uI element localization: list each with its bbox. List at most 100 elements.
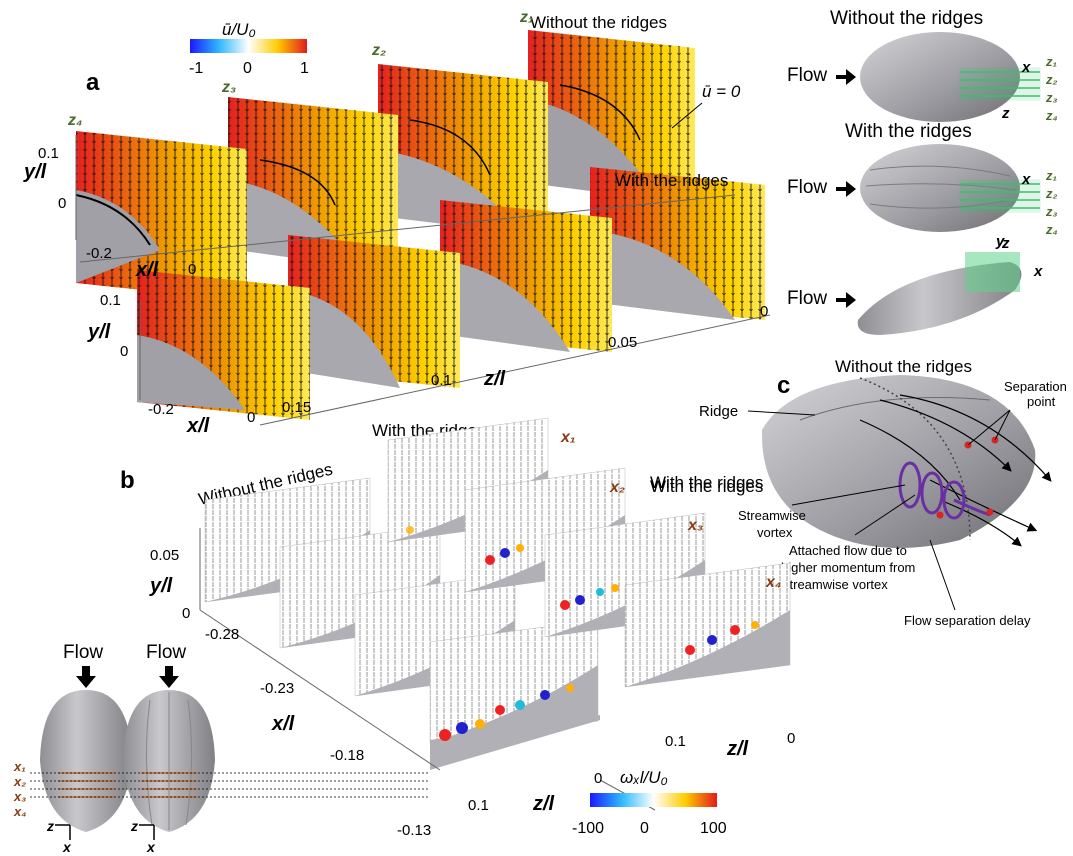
panel-b-ytick-0: 0.05 bbox=[150, 547, 179, 564]
ridge-line bbox=[799, 397, 991, 421]
schematic-flow-label-1: Flow bbox=[787, 65, 827, 86]
panel-a-ytick-top-0: 0.1 bbox=[38, 145, 59, 162]
schematic-flow-label-3: Flow bbox=[787, 288, 827, 309]
schematic-bl-x4: x₄ bbox=[13, 804, 26, 819]
flow-arrow-icon bbox=[836, 181, 856, 197]
panel-a-ytick-top-1: 0 bbox=[58, 195, 66, 212]
panel-a-slice-label-z4: z₄ bbox=[67, 112, 82, 129]
colorbar-w-tick-1: 0 bbox=[640, 820, 649, 837]
separation-point-marker bbox=[936, 511, 944, 519]
colorbar-w-tick-0: -100 bbox=[572, 820, 604, 837]
panel-b-slice-label-x4: x₄ bbox=[765, 574, 781, 591]
panel-b-right-label: With the ridges bbox=[650, 473, 763, 492]
schematic-right-title-top: Without the ridges bbox=[830, 8, 983, 29]
panel-b-xtick-0: -0.28 bbox=[205, 626, 239, 643]
schematic-z-label-1: z₁ bbox=[1045, 54, 1057, 69]
panel-c-separation-point-1: Separation bbox=[1004, 379, 1067, 394]
panel-b-zlabel-right: z/l bbox=[726, 738, 749, 760]
schematic-bl-x3: x₃ bbox=[13, 789, 26, 804]
panel-b-xtick-3: -0.13 bbox=[397, 822, 431, 839]
schematic-z-label-3b: z₃ bbox=[1045, 204, 1058, 219]
schematic-bl-flow-label-2: Flow bbox=[146, 642, 186, 663]
flow-down-arrow-icon bbox=[159, 666, 179, 688]
panel-c-separation-delay: Flow separation delay bbox=[904, 613, 1031, 628]
schematic-z-label-4b: z₄ bbox=[1045, 222, 1058, 237]
panel-b-slice-x4-bottom bbox=[430, 684, 600, 770]
panel-letter-c: c bbox=[777, 372, 790, 399]
panel-b-slice-label-x2: x₂ bbox=[609, 479, 625, 496]
panel-a-ztick-2: 0.05 bbox=[608, 334, 637, 351]
panel-a-zero-line-pointer bbox=[671, 102, 703, 129]
colorbar-u: ū/U₀ -1 0 1 bbox=[189, 20, 309, 77]
panel-a-xlabel-bottom: x/l bbox=[186, 415, 210, 437]
schematic-axis-y: y bbox=[995, 233, 1005, 250]
schematic-bl-axis-z-2: z bbox=[130, 818, 138, 834]
colorbar-w-gradient bbox=[590, 793, 717, 807]
schematic-z-label-1b: z₁ bbox=[1045, 168, 1057, 183]
flow-arrow-icon bbox=[836, 292, 856, 308]
schematic-axis-x-3: x bbox=[1033, 263, 1043, 280]
panel-a-ztick-3: 0 bbox=[760, 303, 768, 320]
colorbar-u-gradient bbox=[190, 39, 307, 53]
ridge-lines bbox=[865, 165, 1017, 209]
separation-point-marker bbox=[986, 508, 994, 516]
panel-b-ztick-bottom-0: 0 bbox=[594, 770, 602, 787]
panel-a-bottom-label: With the ridges bbox=[615, 171, 728, 190]
flow-arrow-icon bbox=[836, 69, 856, 85]
panel-a-ztick-0: 0.15 bbox=[282, 399, 311, 416]
panel-a-xtick-top-0: -0.2 bbox=[86, 245, 112, 262]
schematic-right: Without the ridges With the ridges Flow … bbox=[787, 8, 1058, 335]
panel-b-xtick-1: -0.23 bbox=[260, 680, 294, 697]
panel-letter-a: a bbox=[86, 69, 100, 96]
panel-b-xtick-2: -0.18 bbox=[330, 747, 364, 764]
panel-b-zlabel-bottom: z/l bbox=[532, 793, 555, 815]
panel-a-slice-z4-bottom bbox=[137, 270, 310, 420]
schematic-right-title-mid: With the ridges bbox=[845, 121, 972, 142]
schematic-bl-x1: x₁ bbox=[13, 759, 26, 774]
panel-a-ylabel-top: y/l bbox=[23, 161, 47, 183]
schematic-z-label-3: z₃ bbox=[1045, 90, 1058, 105]
colorbar-u-tick-0: -1 bbox=[189, 60, 203, 77]
x-slice-dotted-lines bbox=[30, 772, 430, 798]
schematic-bl-axis-z-1: z bbox=[46, 818, 54, 834]
panel-b-ztick-right-1: 0 bbox=[787, 730, 795, 747]
panel-a-zero-line-label: ū = 0 bbox=[702, 82, 741, 101]
panel-b-xlabel: x/l bbox=[271, 713, 295, 735]
panel-c-vortex-1: Streamwise bbox=[738, 508, 806, 523]
colorbar-u-label: ū/U₀ bbox=[222, 20, 256, 39]
body-smooth-top-view bbox=[860, 32, 1020, 122]
panel-c-attached-2: higher momentum from bbox=[781, 560, 915, 575]
panel-c-diagram bbox=[747, 375, 1052, 611]
panel-a-slice-label-z1: z₁ bbox=[519, 9, 534, 26]
panel-letter-b: b bbox=[120, 467, 135, 494]
schematic-bottom-left: Flow Flow x₁ x₂ x₃ x₄ z x z bbox=[13, 642, 430, 855]
schematic-z-label-2b: z₂ bbox=[1045, 186, 1058, 201]
schematic-axis-z-2: z bbox=[1001, 235, 1010, 252]
panel-a-ztick-1: 0.1 bbox=[431, 372, 452, 389]
slice-lines-mid bbox=[959, 179, 1041, 213]
panel-c-attached-1: Attached flow due to bbox=[789, 543, 907, 558]
ridge-pointer bbox=[747, 410, 816, 416]
panel-c-attached-3: streamwise vortex bbox=[783, 577, 888, 592]
panel-a-ytick-bottom-1: 0 bbox=[120, 343, 128, 360]
schematic-bl-flow-label-1: Flow bbox=[63, 642, 103, 663]
schematic-axis-x: x bbox=[1021, 59, 1031, 76]
slice-plane-side bbox=[965, 252, 1020, 292]
panel-b-slice-label-x1: x₁ bbox=[560, 429, 576, 446]
colorbar-u-tick-2: 1 bbox=[300, 60, 309, 77]
colorbar-w-tick-2: 100 bbox=[700, 820, 727, 837]
schematic-bl-axis-x-2: x bbox=[146, 839, 156, 855]
panel-c-separation-point-2: point bbox=[1027, 394, 1056, 409]
panel-b-ylabel: y/l bbox=[149, 575, 173, 597]
schematic-z-label-2: z₂ bbox=[1045, 72, 1058, 87]
panel-b-ztick-right-0: 0.1 bbox=[665, 733, 686, 750]
panel-a-slice-z3-top bbox=[228, 97, 398, 267]
panel-a-ytick-bottom-0: 0.1 bbox=[100, 292, 121, 309]
schematic-axis-z: z bbox=[1001, 105, 1010, 122]
panel-a-xlabel-top: x/l bbox=[135, 259, 159, 281]
panel-a-slice-z2-bottom bbox=[440, 200, 612, 352]
panel-b-slices-with bbox=[387, 417, 791, 688]
panel-b-slice-label-x3: x₃ bbox=[687, 517, 703, 534]
panel-a-xtick-bottom-0: -0.2 bbox=[148, 401, 174, 418]
